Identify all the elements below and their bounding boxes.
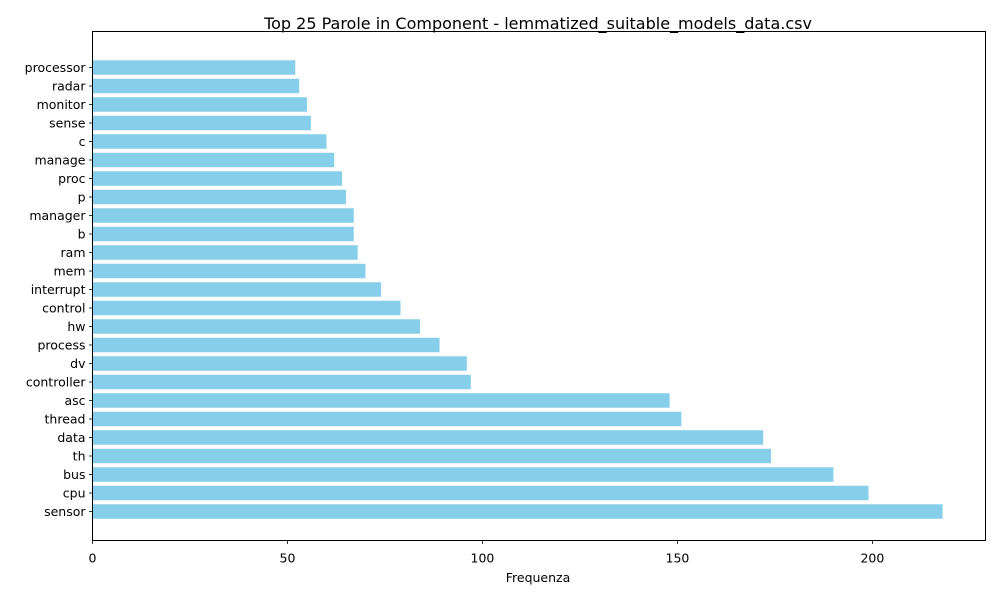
bar-mem [92,263,366,279]
x-tick-label: 0 [89,551,97,566]
y-tick-label-thread: thread [45,412,86,427]
bar-p [92,189,346,205]
x-axis-ticks: 0 50 100 150 200 [89,540,884,566]
bar-c [92,134,327,149]
bars-group [92,60,943,519]
y-tick-label-mem: mem [53,264,85,279]
y-tick-label-dv: dv [70,356,86,371]
y-tick-label-manager: manager [29,208,86,223]
bar-hw [92,319,421,334]
y-tick-label-th: th [73,449,86,464]
y-tick-label-control: control [42,301,85,316]
y-tick-label-process: process [37,338,85,353]
y-tick-label-hw: hw [67,319,85,334]
bar-dv [92,356,467,371]
bar-bus [92,467,834,482]
y-tick-label-b: b [78,227,86,242]
bar-th [92,448,772,464]
bar-b [92,226,354,242]
y-tick-label-radar: radar [52,79,86,94]
bar-thread [92,411,682,427]
bar-control [92,300,401,316]
bar-radar [92,78,300,94]
y-tick-label-ram: ram [61,245,86,260]
y-tick-label-c: c [79,134,86,149]
x-tick-label: 50 [280,551,296,566]
y-tick-label-controller: controller [26,375,86,390]
bar-proc [92,171,343,186]
x-tick-label: 150 [666,551,690,566]
bar-sensor [92,504,943,519]
bar-data [92,430,764,445]
x-axis-label: Frequenza [506,570,571,585]
plot-frame [92,31,986,541]
y-tick-label-asc: asc [64,393,85,408]
y-tick-label-data: data [57,430,85,445]
y-tick-label-interrupt: interrupt [31,282,86,297]
y-tick-label-sensor: sensor [44,504,86,519]
y-tick-label-cpu: cpu [63,486,86,501]
bar-ram [92,245,358,260]
x-tick-label: 100 [471,551,495,566]
bar-manage [92,152,335,168]
y-tick-label-p: p [78,190,86,205]
y-tick-label-processor: processor [25,60,87,75]
bar-manager [92,208,354,223]
y-tick-label-proc: proc [58,171,85,186]
bar-process [92,337,440,353]
bar-controller [92,374,471,390]
y-axis-ticks: sensor cpu bus th data thread asc controller dv p… [25,60,93,519]
y-tick-label-bus: bus [63,467,85,482]
bar-cpu [92,485,869,501]
bar-sense [92,115,311,131]
x-tick-label: 200 [860,551,884,566]
y-tick-label-manage: manage [34,153,85,168]
bar-processor [92,60,296,75]
bar-interrupt [92,282,382,297]
bar-asc [92,393,670,408]
bar-monitor [92,97,307,112]
y-tick-label-monitor: monitor [37,97,87,112]
y-tick-label-sense: sense [49,116,86,131]
chart-title: Top 25 Parole in Component - lemmatized_… [263,14,812,34]
